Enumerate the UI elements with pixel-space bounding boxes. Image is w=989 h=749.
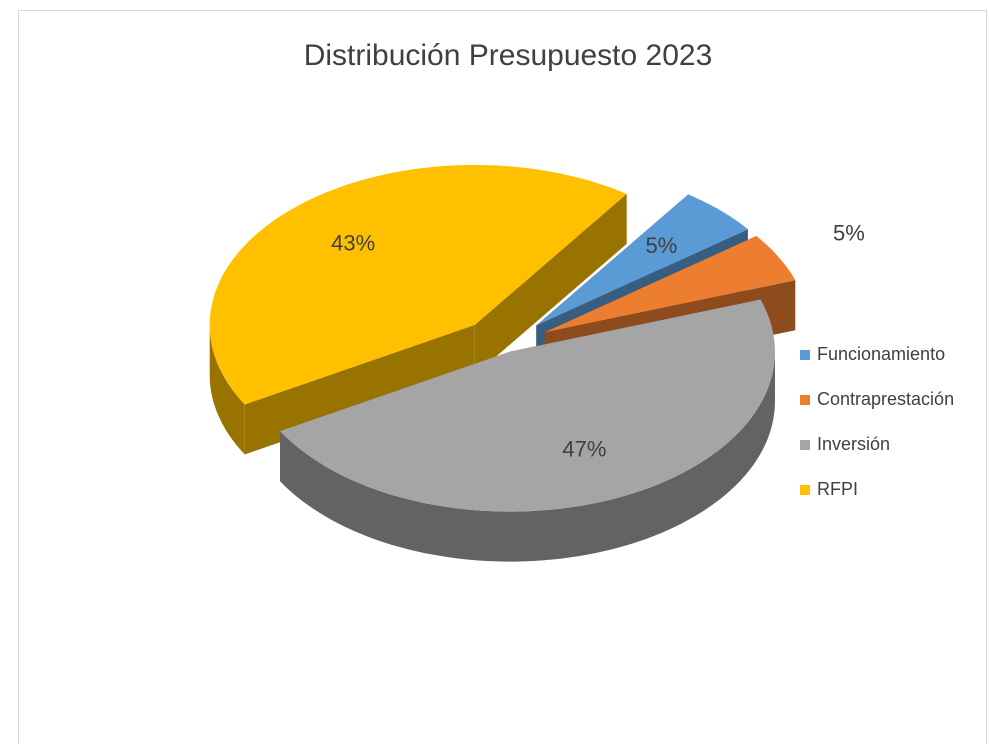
legend-swatch [800,395,810,405]
pie-slice [209,164,627,455]
legend-label: RFPI [817,479,858,499]
slice-wall [209,324,245,455]
legend-label: Funcionamiento [817,344,945,364]
slice [209,164,627,405]
data-label: 47% [562,436,606,461]
slice [536,194,748,326]
legend-label: Inversión [817,434,890,454]
legend-swatch [800,440,810,450]
data-label: 5% [646,233,678,258]
slice [544,236,796,333]
slice-cut-face [474,193,627,375]
data-label: 43% [331,230,375,255]
legend-label: Contraprestación [817,389,954,409]
legend-swatch [800,485,810,495]
slice [280,299,775,512]
slice-wall [280,351,775,562]
chart-title: Distribución Presupuesto 2023 [304,39,713,72]
slice-cut-face [244,324,475,455]
data-label: 5% [833,220,865,245]
legend-swatch [800,350,810,360]
pie-slice [280,299,775,562]
